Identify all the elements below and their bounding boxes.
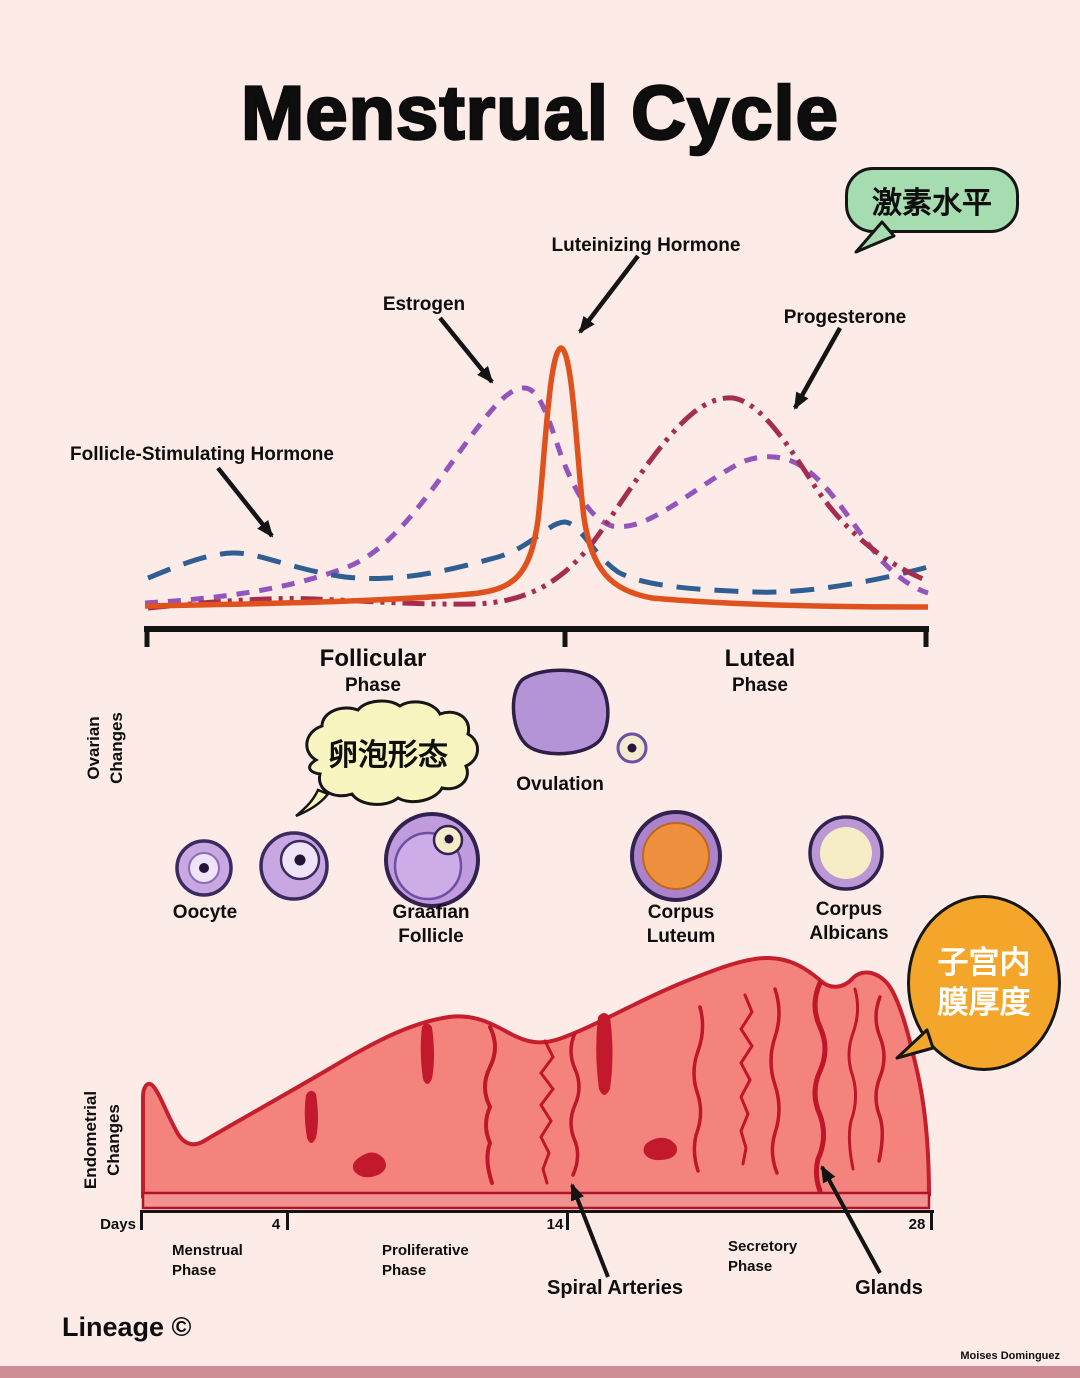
primary-follicle-figure xyxy=(259,831,329,901)
hormone-levels-bubble: 激素水平 xyxy=(845,167,1019,233)
author-credit: Moises Dominguez xyxy=(960,1350,1060,1362)
follicle-morphology-bubble xyxy=(295,699,479,818)
hormone-chart xyxy=(144,254,929,647)
progesterone-arrow xyxy=(793,326,842,410)
days-axis-label: Days xyxy=(100,1216,136,1233)
endometrial-thickness-bubble-text: 子宫内 膜厚度 xyxy=(937,944,1031,1020)
corpus-albicans-figure xyxy=(808,815,884,891)
luteal-phase-name: Luteal xyxy=(724,645,796,672)
ovarian-changes-label: Ovarian Changes xyxy=(84,712,126,784)
hormone-levels-bubble-tail xyxy=(854,220,896,254)
estrogen-arrow xyxy=(438,316,494,384)
spiral-arteries-label: Spiral Arteries xyxy=(547,1277,683,1299)
day-tick-label-4: 4 xyxy=(271,1216,281,1233)
secretory-phase-label: Secretory Phase xyxy=(728,1238,798,1276)
follicular-phase-name: Follicular xyxy=(319,645,427,672)
days-axis-tick-4 xyxy=(286,1210,289,1230)
progesterone-curve xyxy=(147,395,929,611)
glands-label: Glands xyxy=(855,1277,923,1299)
corpus-luteum-label: Corpus Luteum xyxy=(646,902,716,947)
estrogen-curve xyxy=(144,385,929,606)
follicular-phase-sub: Phase xyxy=(345,675,401,696)
days-axis-tick-start xyxy=(140,1210,143,1230)
lh-label: Luteinizing Hormone xyxy=(551,235,741,256)
luteal-phase-sub: Phase xyxy=(732,675,788,696)
oocyte-label: Oocyte xyxy=(172,902,238,923)
day-tick-label-14: 14 xyxy=(546,1216,564,1233)
spiral-arteries-arrow xyxy=(570,1183,610,1278)
ovarian-figures xyxy=(175,668,884,908)
graafian-follicle-figure xyxy=(384,812,480,908)
endometrial-changes-label: Endometrial Changes xyxy=(81,1090,123,1190)
endometrial-thickness-bubble-tail xyxy=(895,1028,935,1060)
basal-layer xyxy=(141,1191,931,1210)
corpus-luteum-figure xyxy=(630,810,722,902)
spiral-artery-lines xyxy=(483,980,886,1194)
luteal-phase-label: Luteal Phase xyxy=(725,644,796,698)
released-oocyte xyxy=(616,732,648,764)
menstrual-phase-label: Menstrual Phase xyxy=(172,1242,243,1280)
day-tick-label-28: 28 xyxy=(908,1216,926,1233)
follicular-phase-label: Follicular Phase xyxy=(320,644,427,698)
endometrium-shape xyxy=(141,956,931,1199)
lineage-logo: Lineage © xyxy=(62,1312,192,1342)
corpus-albicans-label: Corpus Albicans xyxy=(809,899,889,944)
progesterone-label: Progesterone xyxy=(783,307,907,328)
estrogen-label: Estrogen xyxy=(382,294,466,315)
follicle-morphology-bubble-text: 卵泡形态 xyxy=(328,739,448,772)
graafian-follicle-label: Graafian Follicle xyxy=(392,902,470,947)
fsh-curve xyxy=(147,519,929,595)
days-axis-tick-14 xyxy=(566,1210,569,1230)
endometrium-figure xyxy=(141,956,931,1278)
hormone-levels-bubble-text: 激素水平 xyxy=(872,187,992,220)
fsh-arrow xyxy=(216,466,274,538)
proliferative-phase-label: Proliferative Phase xyxy=(382,1242,469,1280)
ovulation-label: Ovulation xyxy=(516,774,604,795)
lh-curve xyxy=(144,345,929,610)
days-axis-tick-28 xyxy=(930,1210,933,1230)
gland-drips xyxy=(304,1013,677,1178)
endometrial-thickness-bubble: 子宫内 膜厚度 xyxy=(907,895,1061,1071)
oocyte-figure xyxy=(175,839,233,897)
lh-arrow xyxy=(578,254,640,334)
ovulation-follicle xyxy=(511,668,610,756)
chart-axis xyxy=(144,626,929,647)
bottom-border-bar xyxy=(0,1366,1080,1378)
follicle-morphology-bubble-tail xyxy=(295,788,331,818)
days-axis-line xyxy=(140,1210,934,1213)
fsh-label: Follicle-Stimulating Hormone xyxy=(70,444,334,465)
page-title: Menstrual Cycle xyxy=(240,70,839,158)
glands-arrow xyxy=(820,1165,882,1274)
